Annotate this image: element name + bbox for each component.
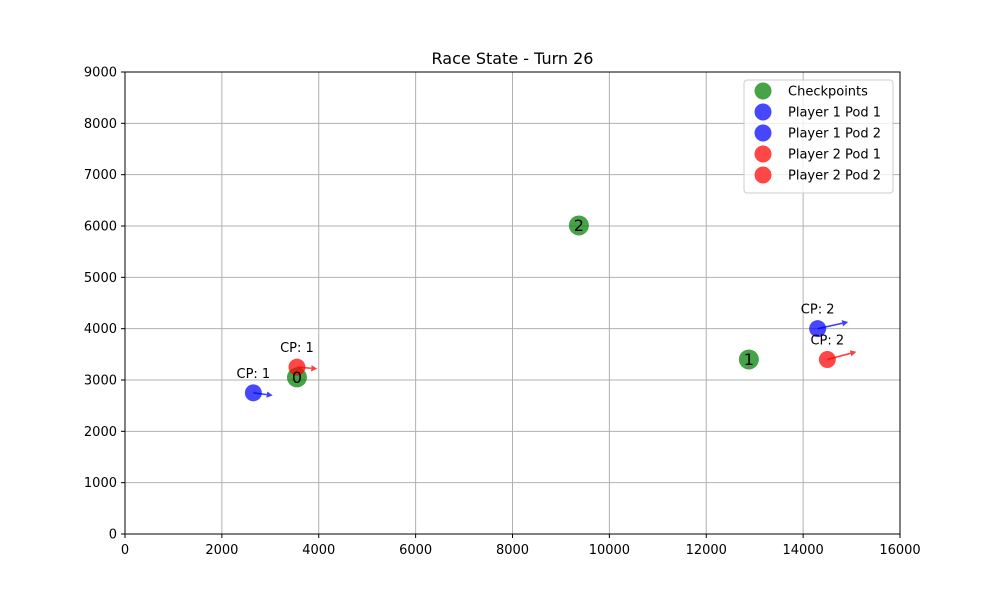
pod-marker	[809, 320, 827, 338]
checkpoint-marker	[568, 215, 589, 236]
x-tick-label: 0	[121, 543, 129, 558]
checkpoint-label: 1	[744, 350, 754, 369]
checkpoint-marker	[738, 349, 759, 370]
y-tick-label: 6000	[84, 220, 117, 235]
legend-marker	[754, 145, 772, 163]
x-tick-label: 6000	[399, 543, 432, 558]
x-tick-label: 14000	[782, 543, 823, 558]
pod-cp-annotation: CP: 2	[801, 303, 835, 318]
x-tick-label: 10000	[589, 543, 630, 558]
y-tick-label: 5000	[84, 271, 117, 286]
legend-label: Player 1 Pod 1	[788, 106, 881, 121]
annotations: 0 1 2 CP: 2 CP: 1 CP: 1 CP: 2	[237, 216, 845, 387]
y-tick-label: 9000	[84, 66, 117, 81]
x-tick-label: 8000	[496, 543, 529, 558]
pod-marker	[818, 350, 836, 368]
velocity-arrow-head	[266, 391, 273, 398]
legend-label: Checkpoints	[788, 85, 868, 100]
y-tick-label: 3000	[84, 374, 117, 389]
pod-cp-annotation: CP: 1	[237, 367, 271, 382]
velocity-arrow-head	[849, 350, 857, 357]
legend-marker	[754, 166, 772, 184]
y-tick-label: 7000	[84, 168, 117, 183]
velocity-arrow-head	[841, 320, 849, 327]
pod-cp-annotation: CP: 1	[280, 341, 314, 356]
markers	[244, 215, 836, 402]
x-tick-label: 16000	[879, 543, 920, 558]
legend-marker	[754, 103, 772, 121]
checkpoint-label: 2	[574, 216, 584, 235]
legend-box	[743, 79, 894, 194]
legend-label: Player 1 Pod 2	[788, 127, 881, 142]
legend: Checkpoints Player 1 Pod 1 Player 1 Pod 2 P…	[743, 79, 894, 194]
checkpoint-label: 0	[292, 368, 302, 387]
x-tick-label: 12000	[686, 543, 727, 558]
pod-marker	[244, 384, 262, 402]
y-tick-label: 4000	[84, 322, 117, 337]
x-tick-label: 2000	[205, 543, 238, 558]
legend-label: Player 2 Pod 2	[788, 169, 881, 184]
velocity-arrow-head	[311, 365, 318, 372]
legend-marker	[754, 124, 772, 142]
legend-marker	[754, 82, 772, 100]
pod-marker	[288, 358, 306, 376]
y-tick-label: 2000	[84, 425, 117, 440]
pod-cp-annotation: CP: 2	[810, 333, 844, 348]
y-tick-label: 8000	[84, 117, 117, 132]
legend-label: Player 2 Pod 1	[788, 148, 881, 163]
chart-title: Race State - Turn 26	[432, 49, 594, 68]
y-tick-label: 1000	[84, 476, 117, 491]
y-tick-label: 0	[109, 528, 117, 543]
x-tick-label: 4000	[302, 543, 335, 558]
axis-ticks: 0 2000 4000 6000 8000 10000 12000 14000 16000010…	[84, 66, 921, 559]
